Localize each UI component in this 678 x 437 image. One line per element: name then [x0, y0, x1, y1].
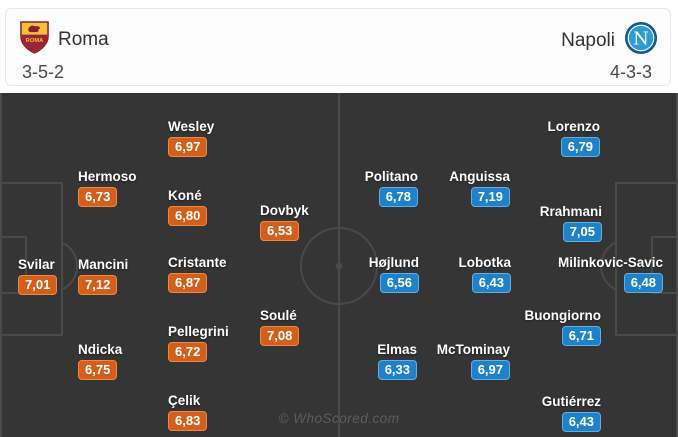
player-pellegrini[interactable]: Pellegrini 6,72 [168, 324, 229, 362]
player-hermoso[interactable]: Hermoso 6,73 [78, 169, 137, 207]
player-soule[interactable]: Soulé 7,08 [260, 308, 300, 346]
player-lobotka[interactable]: Lobotka 6,43 [458, 255, 512, 293]
player-name: McTominay [436, 342, 510, 357]
player-rating-badge: 6,53 [260, 221, 300, 241]
player-rating-badge: 6,43 [471, 273, 511, 293]
pitch-markings [0, 93, 678, 437]
home-team-link[interactable]: ROMA Roma [20, 21, 109, 59]
player-name: Anguissa [449, 169, 510, 184]
player-rating-badge: 6,83 [168, 411, 208, 431]
home-team-name: Roma [58, 29, 109, 50]
player-kone[interactable]: Koné 6,80 [168, 188, 208, 226]
away-formation: 4-3-3 [609, 62, 652, 82]
player-rating-badge: 6,48 [623, 273, 663, 293]
player-rating-badge: 6,97 [168, 137, 208, 157]
player-celik[interactable]: Çelik 6,83 [168, 393, 208, 431]
player-cristante[interactable]: Cristante 6,87 [168, 255, 227, 293]
player-name: Mancini [78, 257, 129, 272]
player-rating-badge: 6,97 [470, 360, 510, 380]
player-name: Milinkovic-Savic [557, 255, 663, 270]
napoli-crest-icon: N [624, 21, 658, 60]
roma-crest-text: ROMA [26, 38, 45, 44]
player-rating-badge: 6,33 [377, 360, 417, 380]
player-mancini[interactable]: Mancini 7,12 [78, 257, 128, 295]
player-rating-badge: 7,12 [78, 275, 118, 295]
player-rating-badge: 7,08 [260, 326, 300, 346]
player-name: Ndicka [78, 342, 123, 357]
player-name: Cristante [168, 255, 227, 270]
away-team-link[interactable]: Napoli N [561, 21, 658, 60]
player-ndicka[interactable]: Ndicka 6,75 [78, 342, 122, 380]
player-name: Lorenzo [547, 119, 601, 134]
player-rating-badge: 6,71 [561, 326, 601, 346]
player-name: Højlund [368, 255, 419, 270]
player-rating-badge: 6,73 [78, 187, 118, 207]
player-buongiorno[interactable]: Buongiorno 6,71 [525, 308, 601, 346]
player-rating-badge: 6,80 [168, 206, 208, 226]
player-rating-badge: 6,43 [561, 412, 601, 432]
away-team-name: Napoli [561, 29, 615, 51]
player-name: Çelik [168, 393, 201, 408]
player-name: Svilar [18, 257, 55, 272]
napoli-crest-letter: N [633, 29, 649, 50]
home-formation: 3-5-2 [22, 62, 65, 82]
player-rating-badge: 6,79 [560, 137, 600, 157]
player-rating-badge: 6,56 [379, 273, 419, 293]
player-name: Dovbyk [260, 203, 309, 218]
player-anguissa[interactable]: Anguissa 7,19 [449, 169, 510, 207]
player-gutierrez[interactable]: Gutiérrez 6,43 [542, 394, 601, 432]
player-milinkovic-savic[interactable]: Milinkovic-Savic 6,48 [558, 255, 663, 293]
whoscored-watermark: © WhoScored.com [278, 411, 400, 426]
player-rating-badge: 6,75 [78, 360, 118, 380]
player-rating-badge: 6,72 [168, 342, 208, 362]
player-lorenzo[interactable]: Lorenzo 6,79 [547, 119, 601, 157]
player-name: Pellegrini [168, 324, 229, 339]
player-politano[interactable]: Politano 6,78 [365, 169, 418, 207]
player-name: Politano [364, 169, 418, 184]
player-rating-badge: 6,87 [168, 273, 208, 293]
player-hojlund[interactable]: Højlund 6,56 [369, 255, 419, 293]
player-elmas[interactable]: Elmas 6,33 [377, 342, 417, 380]
pitch: Svilar 7,01 Hermoso 6,73 Mancini 7,12 Nd… [0, 93, 678, 437]
player-svilar[interactable]: Svilar 7,01 [18, 257, 58, 295]
player-rrahmani[interactable]: Rrahmani 7,05 [540, 204, 602, 242]
wolf-icon [28, 25, 41, 33]
roma-crest-icon: ROMA [20, 21, 49, 59]
player-name: Gutiérrez [541, 394, 601, 409]
player-name: Soulé [260, 308, 297, 323]
player-dovbyk[interactable]: Dovbyk 6,53 [260, 203, 309, 241]
match-header: ROMA Roma Napoli N 3-5-2 4-3-3 [5, 8, 671, 86]
player-name: Wesley [168, 119, 215, 134]
player-name: Lobotka [458, 255, 512, 270]
player-name: Rrahmani [539, 204, 602, 219]
player-name: Elmas [377, 342, 417, 357]
player-rating-badge: 7,05 [562, 222, 602, 242]
player-rating-badge: 7,01 [18, 275, 58, 295]
player-rating-badge: 6,78 [378, 187, 418, 207]
player-name: Buongiorno [524, 308, 601, 323]
player-wesley[interactable]: Wesley 6,97 [168, 119, 214, 157]
player-name: Hermoso [78, 169, 137, 184]
player-rating-badge: 7,19 [470, 187, 510, 207]
player-mctominay[interactable]: McTominay 6,97 [437, 342, 510, 380]
player-name: Koné [168, 188, 202, 203]
